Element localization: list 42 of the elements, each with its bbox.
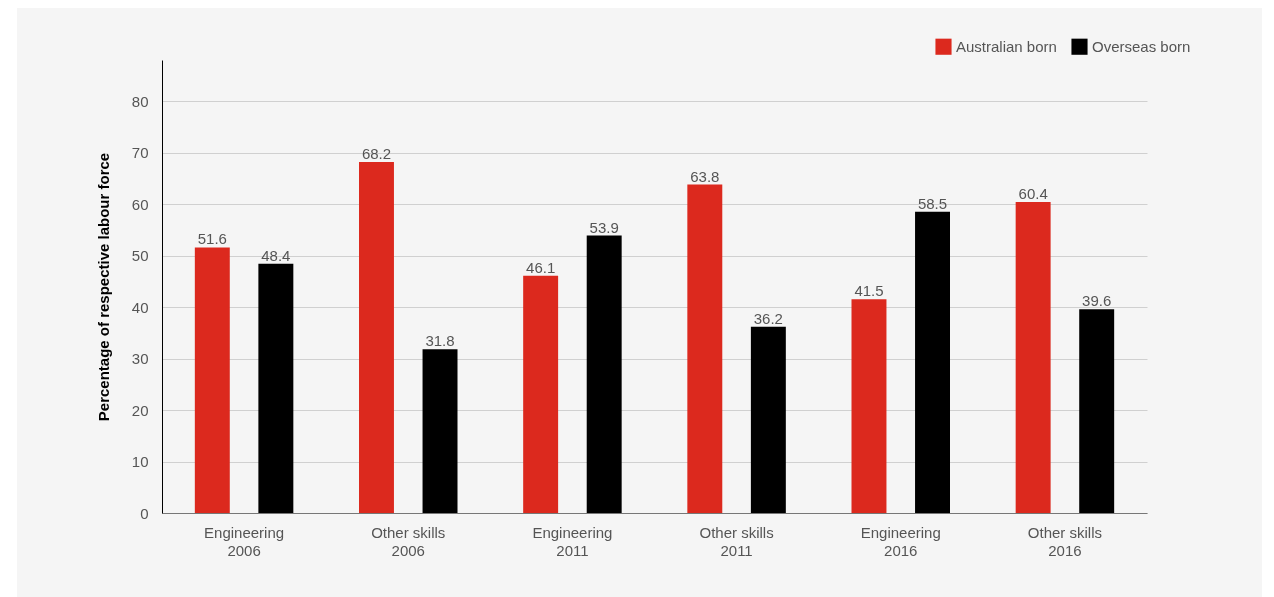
y-tick-label: 50	[131, 247, 149, 265]
data-label: 63.8	[690, 167, 720, 185]
y-tick-label: 20	[131, 401, 149, 419]
x-tick-label: Other skills 2006	[371, 523, 446, 559]
data-label: 58.5	[917, 194, 948, 212]
data-label: 46.1	[526, 258, 556, 276]
data-label: 39.6	[1082, 292, 1112, 310]
y-tick-label: 0	[140, 504, 149, 522]
x-tick-label: Other skills 2016	[1027, 523, 1103, 559]
bar	[359, 161, 394, 513]
bar	[1015, 202, 1051, 513]
y-axis-title: Percentage of respective labour force	[94, 152, 112, 422]
bar	[1079, 309, 1115, 513]
legend-label: Overseas born	[1092, 37, 1191, 55]
data-label: 31.8	[425, 332, 455, 350]
bar	[422, 349, 458, 513]
data-label: 60.4	[1018, 185, 1048, 203]
data-label: 51.6	[197, 230, 227, 248]
data-label: 68.2	[361, 144, 392, 162]
data-label: 48.4	[261, 246, 291, 264]
bar	[750, 326, 786, 513]
bar	[258, 263, 294, 513]
x-tick-label: Engineering 2016	[860, 523, 941, 559]
y-tick-label: 10	[131, 453, 149, 471]
data-label: 41.5	[854, 282, 884, 300]
x-tick-label: Other skills 2011	[699, 523, 774, 559]
x-tick-label: Engineering 2006	[204, 523, 285, 559]
y-tick-label: 30	[131, 350, 149, 368]
y-tick-label: 80	[131, 92, 149, 110]
x-tick-label: Engineering 2011	[532, 523, 613, 559]
bar	[194, 247, 230, 513]
data-label: 36.2	[753, 309, 783, 327]
bar	[523, 275, 559, 513]
legend-label: Australian born	[956, 37, 1057, 55]
bar	[687, 184, 723, 513]
y-tick-label: 40	[131, 298, 149, 316]
y-tick-label: 60	[131, 195, 149, 213]
data-label: 53.9	[589, 218, 619, 236]
bar	[915, 211, 950, 513]
y-tick-label: 70	[131, 144, 149, 162]
bar	[851, 299, 887, 513]
bar	[586, 235, 622, 513]
